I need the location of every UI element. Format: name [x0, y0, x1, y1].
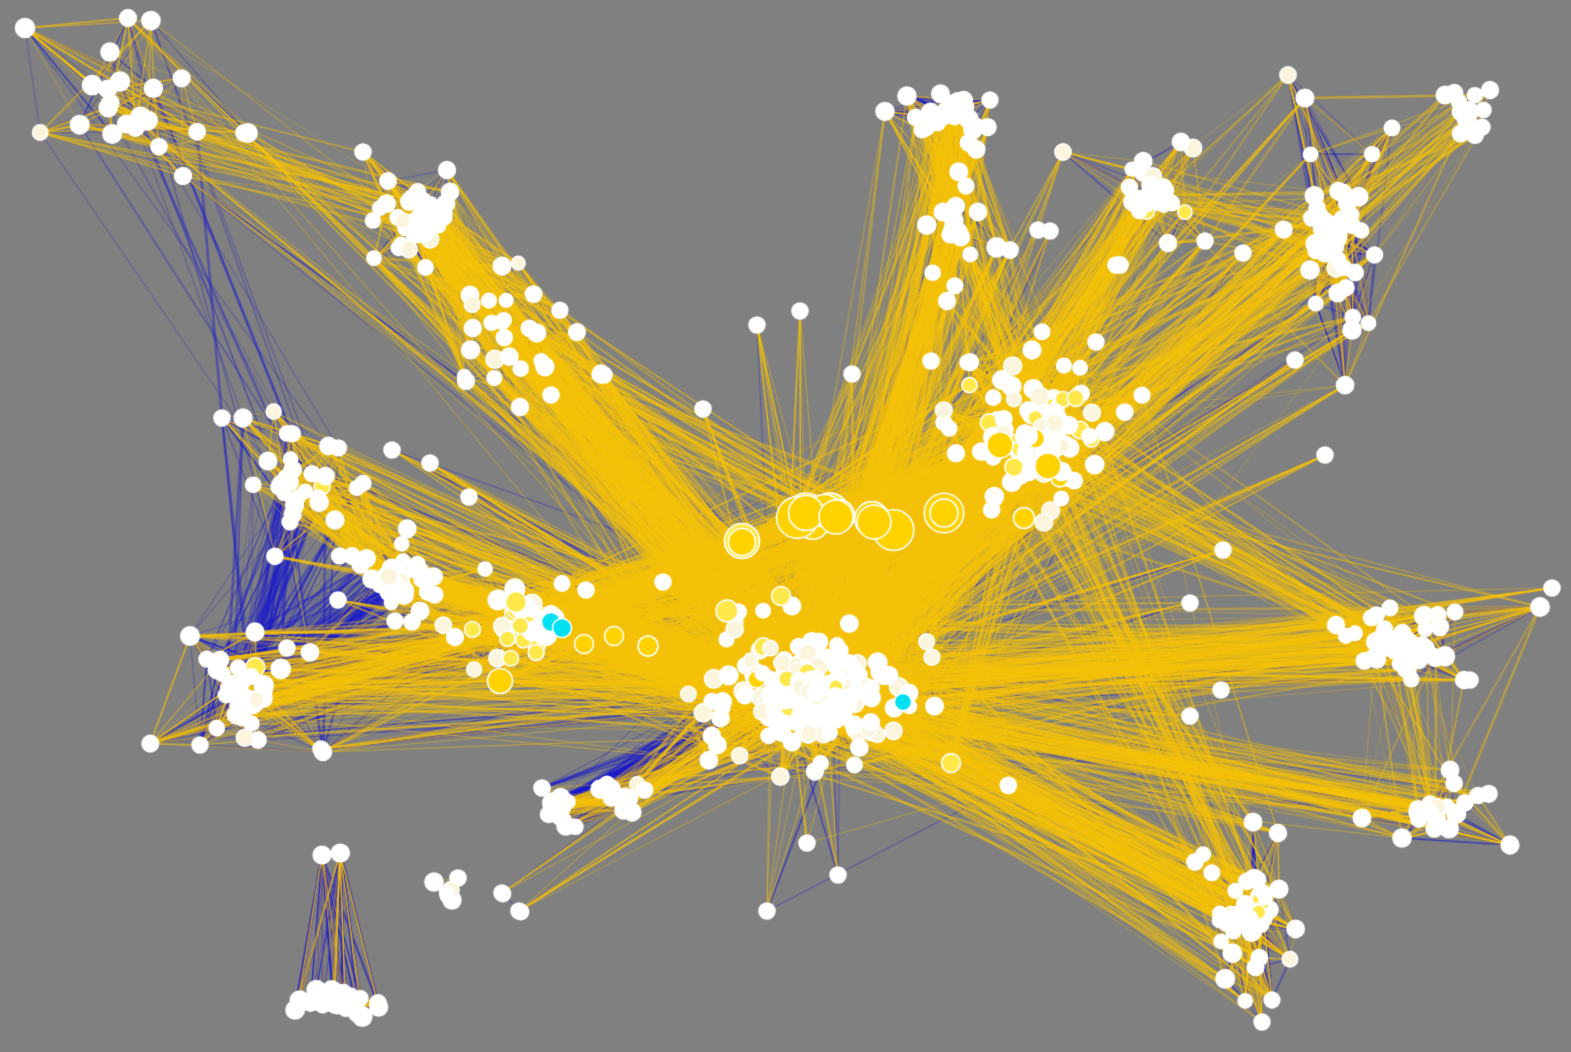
network-graph-canvas[interactable]	[0, 0, 1571, 1052]
graph-viewport[interactable]	[0, 0, 1571, 1052]
